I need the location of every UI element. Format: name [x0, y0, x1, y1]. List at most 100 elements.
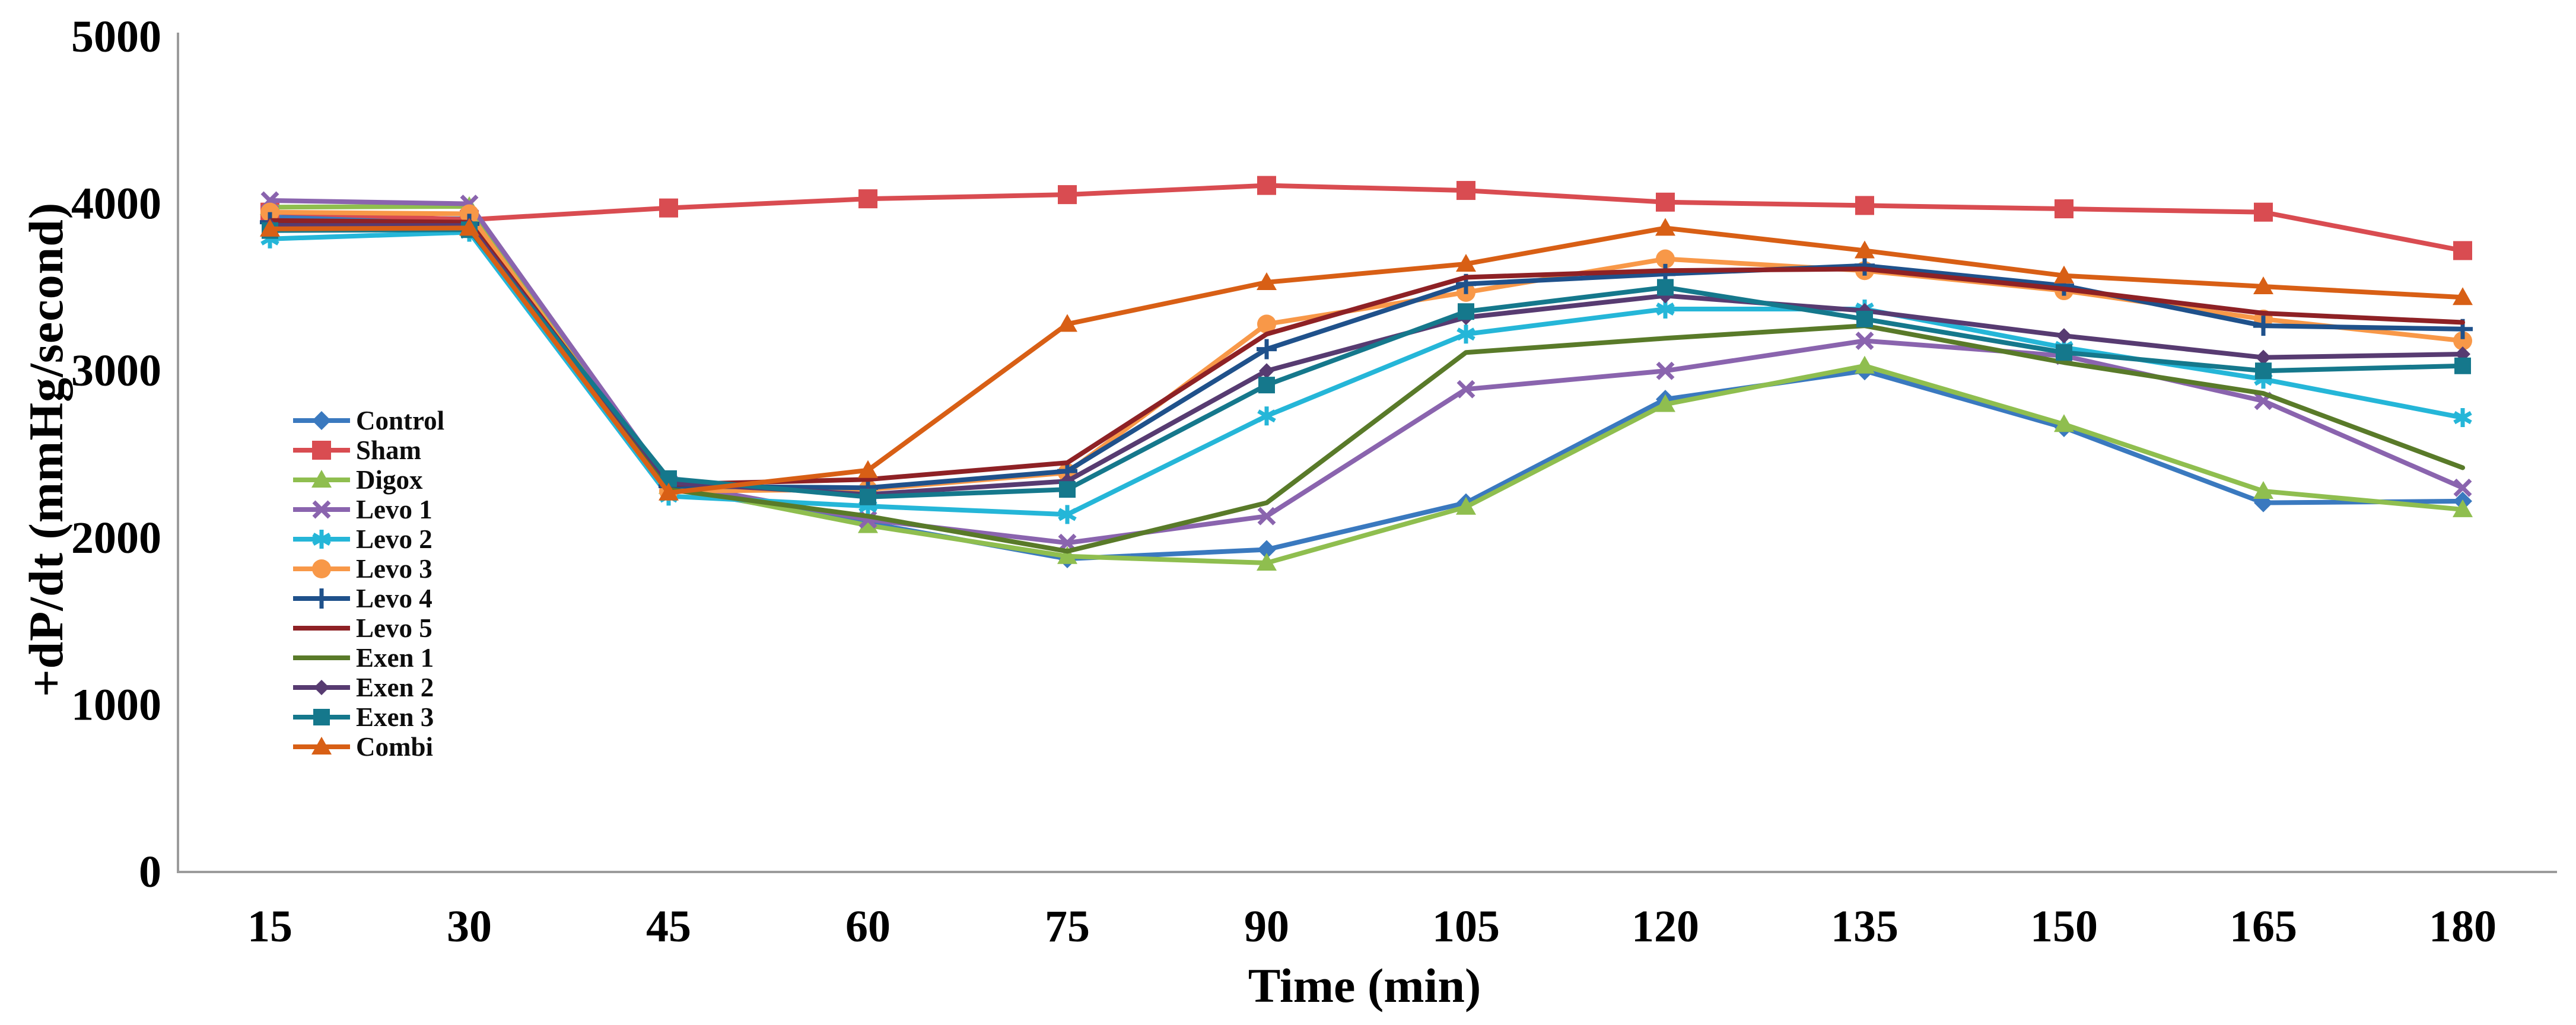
data-point: [2255, 362, 2272, 380]
data-point: [1257, 553, 1277, 571]
y-tick-label: 1000: [71, 680, 161, 730]
legend-marker-digox-icon: [293, 470, 350, 488]
legend-label: Levo 5: [356, 613, 432, 643]
y-tick-label: 4000: [71, 179, 161, 229]
data-point: [313, 709, 330, 725]
legend-marker-levo-2-icon: [293, 530, 350, 549]
y-tick-label: 5000: [71, 12, 161, 62]
legend-marker-combi-icon: [293, 737, 350, 755]
legend-item-levo-2: Levo 2: [292, 524, 444, 554]
data-point: [311, 737, 332, 755]
series-line-sham: [268, 183, 2465, 253]
data-point: [1257, 339, 1277, 359]
legend-item-sham: Sham: [292, 435, 444, 465]
data-point: [1855, 332, 1874, 350]
data-point: [2453, 287, 2473, 305]
data-point: [1456, 324, 1475, 344]
data-point: [312, 530, 331, 549]
legend-item-combi: Combi: [292, 732, 444, 762]
data-point: [1058, 505, 1077, 524]
data-point: [1257, 406, 1276, 426]
y-tick-label: 0: [139, 847, 161, 897]
data-point: [2254, 202, 2273, 222]
x-tick-label: 90: [1244, 902, 1289, 951]
data-point: [1855, 355, 1875, 374]
data-point: [1258, 377, 1275, 394]
series-line-exen-3: [268, 227, 2465, 499]
legend-item-levo-5: Levo 5: [292, 613, 444, 643]
data-point: [1656, 249, 1675, 269]
legend-marker-exen-3-icon: [293, 709, 350, 725]
data-point: [1057, 314, 1077, 332]
data-point: [1058, 185, 1077, 205]
legend-item-levo-1: Levo 1: [292, 495, 444, 524]
data-point: [1458, 303, 1474, 320]
legend-marker-exen-2-icon: [293, 680, 350, 695]
data-point: [2454, 357, 2471, 374]
data-point: [1856, 310, 1873, 327]
legend-label: Digox: [356, 465, 423, 495]
y-axis-title: +dP/dt (mmHg/second): [19, 202, 73, 698]
data-point: [1257, 314, 1276, 334]
legend-marker-exen-1-icon: [293, 655, 350, 660]
data-point: [659, 198, 678, 218]
data-point: [1656, 192, 1675, 212]
legend-label: Sham: [356, 435, 422, 465]
x-tick-label: 120: [1632, 902, 1699, 951]
x-tick-label: 60: [845, 902, 891, 951]
data-point: [1655, 394, 1675, 412]
series-line-combi: [268, 225, 2465, 495]
data-point: [2056, 344, 2072, 361]
data-point: [2256, 349, 2271, 365]
legend-label: Combi: [356, 732, 434, 762]
data-point: [1456, 380, 1475, 399]
data-point: [1855, 240, 1875, 259]
y-tick-label: 3000: [71, 346, 161, 396]
x-tick-label: 180: [2429, 902, 2497, 951]
data-point: [312, 500, 331, 519]
data-point: [1855, 255, 1875, 276]
data-point: [2054, 414, 2074, 432]
data-point: [1456, 496, 1476, 515]
legend-marker-levo-5-icon: [293, 626, 350, 631]
legend-item-control: Control: [292, 406, 444, 435]
legend-label: Control: [356, 406, 445, 435]
data-point: [2253, 276, 2273, 294]
data-point: [459, 218, 479, 236]
data-point: [1656, 361, 1675, 380]
legend-marker-levo-4-icon: [293, 588, 350, 609]
x-tick-label: 15: [247, 902, 292, 951]
data-point: [2453, 478, 2472, 497]
x-tick-label: 75: [1045, 902, 1090, 951]
data-point: [1456, 253, 1476, 272]
data-point: [1657, 279, 1674, 296]
legend-label: Exen 3: [356, 702, 434, 732]
legend-label: Levo 3: [356, 554, 432, 584]
legend-item-exen-3: Exen 3: [292, 702, 444, 732]
data-point: [312, 411, 331, 430]
series-line-levo-5: [268, 218, 2465, 487]
legend-item-digox: Digox: [292, 465, 444, 495]
data-point: [2453, 499, 2473, 517]
legend-label: Levo 1: [356, 495, 432, 524]
legend-marker-control-icon: [293, 411, 350, 430]
x-tick-label: 135: [1831, 902, 1898, 951]
x-tick-label: 150: [2030, 902, 2098, 951]
x-tick-label: 165: [2230, 902, 2297, 951]
x-tick-label: 45: [646, 902, 691, 951]
data-point: [260, 218, 280, 237]
data-point: [2253, 316, 2273, 336]
data-point: [1456, 181, 1475, 200]
data-point: [1855, 196, 1874, 215]
data-point: [2453, 241, 2472, 260]
legend-item-levo-3: Levo 3: [292, 554, 444, 584]
x-tick-label: 105: [1432, 902, 1500, 951]
data-point: [2453, 331, 2472, 351]
data-point: [311, 470, 332, 488]
data-point: [2253, 480, 2273, 499]
data-point: [1257, 272, 1277, 290]
data-point: [1259, 363, 1274, 379]
chart-legend: Control Sham Digox Levo 1 Levo 2 Levo 3 Levo 4…: [292, 406, 444, 762]
data-point: [858, 189, 877, 209]
data-point: [2055, 199, 2073, 219]
